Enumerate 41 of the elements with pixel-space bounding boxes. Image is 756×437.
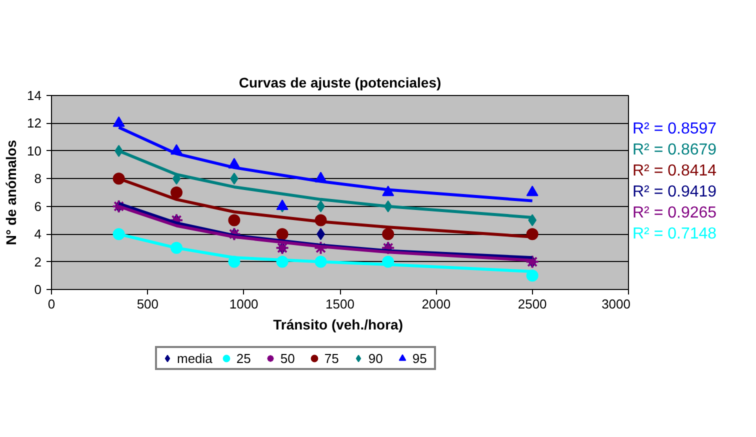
text: R² = 0.8679 <box>632 142 717 158</box>
text: R² = 0.9265 <box>632 204 717 222</box>
y-tick-label: 2 <box>34 254 42 270</box>
x-tick-label: 500 <box>136 296 159 312</box>
text: R² = 0.7148 <box>632 226 717 242</box>
y-tick-label: 10 <box>27 143 42 158</box>
y-tick-label: 4 <box>34 226 42 242</box>
point <box>526 270 538 282</box>
x-tick-label: 1000 <box>229 296 258 312</box>
y-tick-label: 12 <box>27 116 42 131</box>
x-tick-label: 0 <box>48 296 56 312</box>
legend-label: 75 <box>324 350 340 366</box>
point <box>276 228 288 240</box>
text: R² = 0.8597 <box>632 120 717 138</box>
point <box>228 214 240 226</box>
point <box>382 228 394 240</box>
point <box>526 186 538 196</box>
point <box>227 227 242 242</box>
point <box>112 199 126 214</box>
y-tick-label: 14 <box>27 88 42 103</box>
y-tick-label: 8 <box>34 171 42 186</box>
x-tick-label: 3000 <box>602 296 630 312</box>
x-tick-label: 2500 <box>518 296 547 312</box>
y-tick-label: 6 <box>34 198 42 214</box>
text: R² = 0.9419 <box>632 184 717 200</box>
point <box>170 186 183 198</box>
legend-label: 50 <box>280 350 296 366</box>
y-axis-title: N° de anómalos <box>3 140 20 246</box>
x-tick-label: 2000 <box>422 296 451 312</box>
y-tick-label: 0 <box>34 282 42 297</box>
legend-label: 90 <box>368 350 384 366</box>
point <box>525 254 540 269</box>
text: R² = 0.8414 <box>632 162 717 180</box>
legend-label: media <box>177 350 212 366</box>
point <box>112 116 125 127</box>
legend-label: 95 <box>412 350 428 366</box>
point <box>314 240 328 255</box>
legend-label: 25 <box>236 350 252 366</box>
x-axis-title: Tránsito (veh./hora) <box>273 316 404 332</box>
chart-title: Curvas de ajuste (potenciales) <box>238 74 442 90</box>
x-tick-label: 1500 <box>326 296 354 312</box>
